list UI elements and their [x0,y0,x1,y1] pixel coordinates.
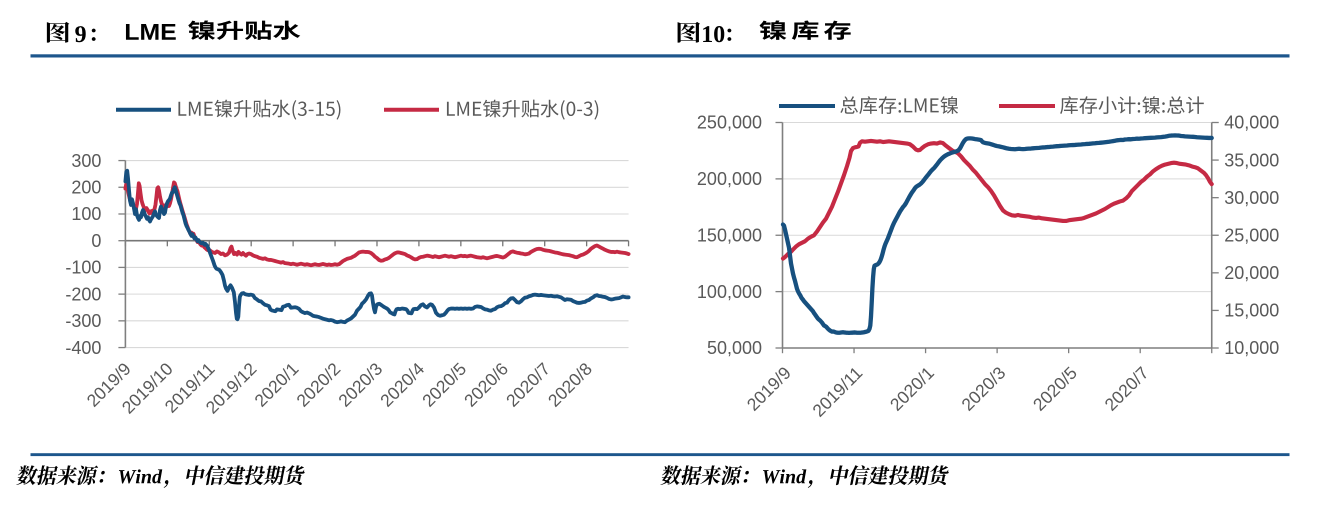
svg-text:2020/8: 2020/8 [544,359,596,411]
svg-text:-100: -100 [65,258,101,278]
svg-text:2020/6: 2020/6 [460,359,512,411]
svg-text:300: 300 [71,151,101,171]
svg-text:250,000: 250,000 [697,113,762,133]
svg-text:30,000: 30,000 [1224,188,1279,208]
svg-text:10,000: 10,000 [1224,338,1279,358]
svg-text:2019/9: 2019/9 [743,363,795,415]
svg-text:20,000: 20,000 [1224,263,1279,283]
svg-text:2020/1: 2020/1 [886,363,938,415]
svg-text:0: 0 [91,231,101,251]
svg-text:-300: -300 [65,311,101,331]
svg-text:-200: -200 [65,284,101,304]
svg-text:2020/7: 2020/7 [1101,363,1153,415]
svg-text:40,000: 40,000 [1224,113,1279,133]
svg-text:2020/7: 2020/7 [502,359,554,411]
svg-text:2020/4: 2020/4 [376,359,428,411]
svg-text:15,000: 15,000 [1224,301,1279,321]
svg-text:2020/5: 2020/5 [418,359,470,411]
svg-text:200,000: 200,000 [697,169,762,189]
svg-text:25,000: 25,000 [1224,225,1279,245]
svg-text:2020/1: 2020/1 [250,359,302,411]
svg-text:-400: -400 [65,338,101,358]
svg-text:100,000: 100,000 [697,282,762,302]
svg-text:200: 200 [71,177,101,197]
svg-text:50,000: 50,000 [707,338,762,358]
svg-text:2020/2: 2020/2 [292,359,344,411]
svg-text:2019/11: 2019/11 [808,363,866,421]
svg-text:2020/3: 2020/3 [957,363,1009,415]
svg-text:100: 100 [71,204,101,224]
svg-text:2020/3: 2020/3 [334,359,386,411]
svg-text:2020/5: 2020/5 [1029,363,1081,415]
svg-text:35,000: 35,000 [1224,150,1279,170]
svg-text:150,000: 150,000 [697,225,762,245]
